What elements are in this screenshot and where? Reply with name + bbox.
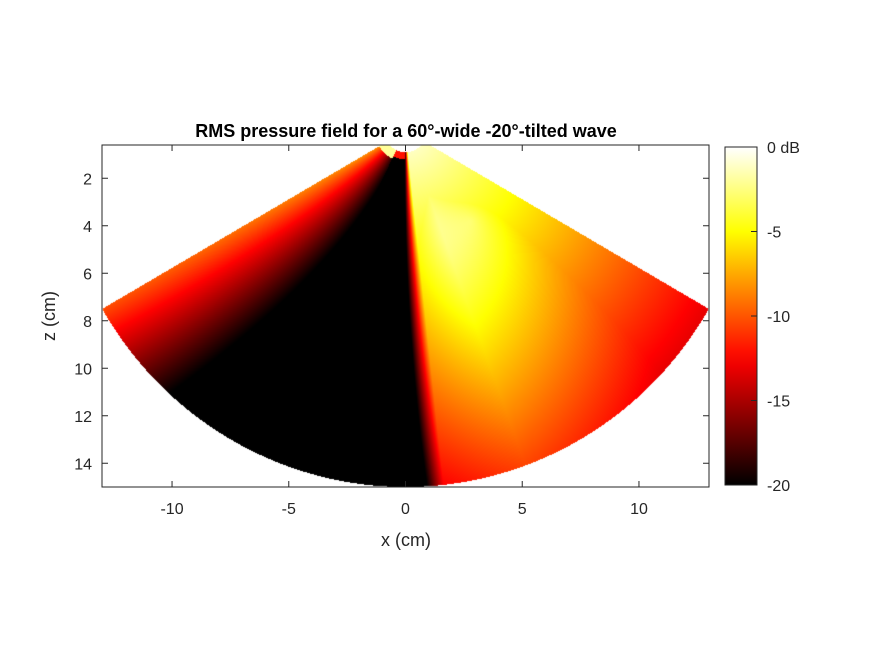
- x-tick-label: -10: [160, 501, 183, 518]
- y-tick-label: 4: [83, 219, 92, 236]
- colorbar-ticks: 0 dB -5 -10 -15 -20: [751, 140, 800, 495]
- x-axis: -10 -5 0 5 10: [160, 145, 648, 518]
- colorbar-tick-label: -10: [767, 309, 790, 326]
- y-axis: 2 4 6 8 10 12 14: [74, 171, 709, 473]
- y-tick-label: 2: [83, 171, 92, 188]
- y-tick-label: 12: [74, 409, 92, 426]
- y-tick-label: 8: [83, 314, 92, 331]
- colorbar-tick-label: -15: [767, 394, 790, 411]
- pressure-field-image: [102, 145, 709, 487]
- x-tick-label: 10: [630, 501, 648, 518]
- x-tick-label: 5: [518, 501, 527, 518]
- colorbar-tick-label: -20: [767, 478, 790, 495]
- y-tick-label: 10: [74, 361, 92, 378]
- colorbar-tick-label: -5: [767, 225, 781, 242]
- chart-title: RMS pressure field for a 60°-wide -20°-t…: [195, 121, 617, 141]
- y-tick-label: 14: [74, 456, 92, 473]
- y-axis-label: z (cm): [39, 291, 59, 341]
- y-tick-label: 6: [83, 266, 92, 283]
- x-tick-label: -5: [282, 501, 296, 518]
- colorbar-tick-label: 0 dB: [767, 140, 800, 157]
- pressure-field-raster: [102, 145, 709, 487]
- x-axis-label: x (cm): [381, 530, 431, 550]
- x-tick-label: 0: [401, 501, 410, 518]
